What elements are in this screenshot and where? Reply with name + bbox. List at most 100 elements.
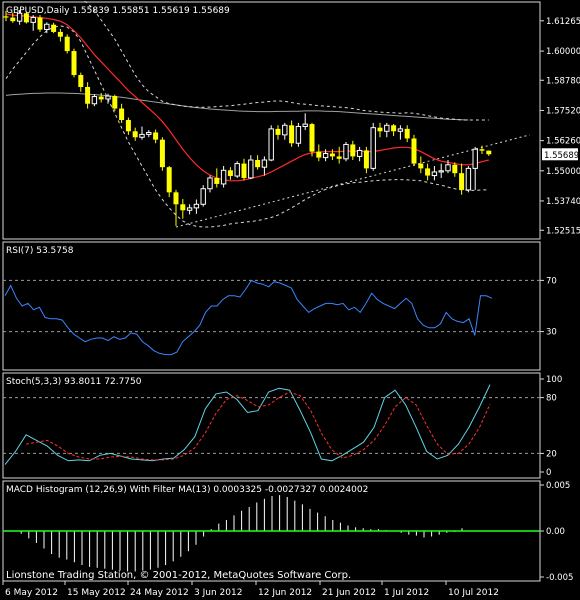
- candle-body: [275, 128, 281, 135]
- candle-body: [377, 127, 383, 132]
- price-panel[interactable]: 1.61265 1.60000 1.58780 1.57520 1.56260 1.550…: [2, 0, 580, 240]
- candle: [23, 11, 29, 24]
- candle-body: [370, 127, 376, 169]
- candle: [309, 122, 315, 157]
- rsi-panel[interactable]: 70 30 RSI(7) 53.5758: [2, 241, 557, 371]
- candle: [322, 149, 329, 162]
- candle-body: [391, 125, 397, 132]
- stochastic-main-line: [4, 384, 491, 465]
- candle: [91, 94, 98, 107]
- candle: [452, 162, 458, 177]
- candle: [350, 140, 356, 160]
- candle: [425, 163, 431, 181]
- candle: [186, 204, 193, 215]
- time-axis-label: 3 Jun 2012: [194, 588, 242, 598]
- candle-body: [44, 23, 50, 31]
- candle-body: [465, 167, 472, 191]
- price-axis-label: 1.58780: [546, 76, 580, 86]
- price-axis-label: 1.53740: [546, 197, 580, 207]
- candle-body: [37, 17, 43, 30]
- candle-body: [193, 203, 200, 209]
- candle-body: [85, 86, 91, 104]
- candle: [295, 122, 302, 147]
- candle-body: [23, 13, 29, 23]
- candle: [105, 93, 111, 104]
- current-price-label: 1.55689: [544, 151, 579, 161]
- rsi-panel-title: RSI(7) 53.5758: [6, 246, 74, 256]
- time-axis-label: 21 Jun 2012: [322, 588, 376, 598]
- candle-body: [186, 207, 193, 211]
- candlestick-series: [3, 9, 492, 226]
- candle-body: [166, 167, 172, 193]
- candle: [71, 48, 77, 78]
- price-axis-ticks: 1.61265 1.60000 1.58780 1.57520 1.56260 1.550…: [540, 17, 580, 236]
- candle-body: [146, 131, 152, 135]
- candle: [343, 142, 349, 162]
- candle: [234, 161, 240, 178]
- candle-body: [51, 24, 57, 32]
- candle-body: [452, 164, 458, 174]
- price-overlays: [5, 0, 530, 228]
- candle: [370, 122, 376, 171]
- candle: [275, 125, 281, 140]
- stochastic-panel[interactable]: 100 80 20 0 Stoch(5,3,3) 93.8011 72.7750: [2, 372, 562, 479]
- macd-panel[interactable]: 0.005 0.00 -0.005 MACD Histogram (12,26,9)…: [2, 480, 573, 583]
- candle: [173, 189, 179, 226]
- candle-body: [445, 164, 451, 172]
- time-axis: 6 May 2012 15 May 2012 24 May 2012 3 Jun 20…: [2, 581, 499, 598]
- candle: [289, 120, 295, 147]
- macd-panel-title: MACD Histogram (12,26,9) With Filter MA(…: [6, 485, 368, 495]
- candle: [465, 165, 472, 193]
- candle: [112, 94, 118, 111]
- candle: [51, 22, 57, 34]
- candle-body: [316, 151, 322, 158]
- lower-envelope-line: [5, 25, 489, 228]
- candle: [214, 168, 220, 188]
- current-price-marker: [542, 148, 578, 161]
- candle: [282, 122, 288, 140]
- price-axis-label: 1.61265: [546, 17, 580, 27]
- slow-moving-average-line: [5, 92, 469, 121]
- candle: [418, 156, 424, 174]
- macd-histogram-bars: [20, 495, 463, 572]
- candle: [472, 146, 478, 190]
- candle-body: [98, 96, 104, 100]
- candle-body: [64, 36, 70, 52]
- stochastic-axis-label: 20: [546, 449, 557, 459]
- candle-body: [214, 177, 220, 184]
- candle-body: [57, 31, 63, 37]
- price-axis-label: 1.52515: [546, 226, 580, 236]
- candle-body: [125, 120, 131, 132]
- candle-body: [363, 150, 369, 169]
- candle: [445, 160, 451, 174]
- candle: [57, 29, 63, 42]
- candle-body: [248, 159, 254, 179]
- candle-body: [261, 159, 268, 168]
- candle-body: [479, 149, 485, 151]
- candle: [391, 124, 397, 137]
- candle: [241, 158, 247, 181]
- candle-body: [397, 128, 404, 132]
- stochastic-signal-line: [26, 391, 491, 461]
- candle-body: [173, 192, 179, 205]
- candle-body: [91, 96, 98, 105]
- candle: [125, 117, 131, 135]
- candle-body: [329, 153, 335, 157]
- stochastic-axis-label: 80: [546, 394, 557, 404]
- candle: [431, 165, 438, 181]
- candle-body: [425, 168, 431, 176]
- stochastic-axis-ticks: 100 80 20 0: [540, 375, 562, 478]
- candle: [207, 175, 213, 193]
- candle: [146, 130, 152, 138]
- candle: [64, 34, 70, 54]
- candle-body: [180, 204, 186, 211]
- time-axis-label: 10 Jul 2012: [448, 588, 499, 598]
- candle-body: [241, 163, 247, 178]
- price-axis-label: 1.55000: [546, 167, 580, 177]
- upper-envelope-line: [82, 0, 489, 121]
- candle-body: [207, 177, 213, 190]
- candle: [316, 144, 322, 162]
- candle: [363, 146, 369, 174]
- candle: [159, 137, 165, 171]
